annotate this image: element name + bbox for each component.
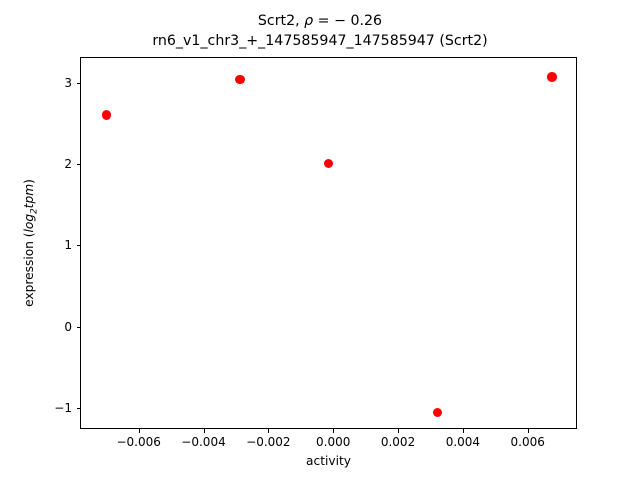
x-tick-label: 0.004 bbox=[445, 435, 481, 449]
x-tick-label: −0.004 bbox=[181, 435, 226, 449]
y-tick-label: 2 bbox=[64, 157, 72, 172]
data-point bbox=[235, 74, 245, 85]
y-tick-mark bbox=[76, 164, 80, 166]
data-point bbox=[101, 110, 112, 120]
x-tick-label: 0.006 bbox=[510, 435, 545, 449]
x-tick-mark bbox=[462, 429, 464, 433]
y-tick-mark bbox=[76, 245, 80, 247]
chart-title-line-1: Scrt2, ρ = − 0.26 bbox=[257, 13, 383, 29]
x-tick-label: 0.002 bbox=[380, 435, 416, 449]
x-tick-label: −0.006 bbox=[116, 435, 161, 449]
y-tick-mark bbox=[76, 407, 80, 409]
data-points-layer bbox=[81, 58, 576, 428]
x-tick-label: −0.002 bbox=[246, 435, 291, 449]
x-tick-mark bbox=[268, 429, 270, 433]
x-tick-mark bbox=[527, 429, 529, 433]
data-point bbox=[323, 158, 334, 169]
y-tick-label: 1 bbox=[64, 238, 72, 253]
chart-title-line-2: rn6_v1_chr3_+_147585947_147585947 (Scrt2… bbox=[152, 33, 488, 49]
x-tick-label: 0.000 bbox=[316, 435, 351, 449]
y-tick-mark bbox=[76, 83, 80, 85]
plot-area bbox=[80, 57, 577, 429]
data-point bbox=[547, 72, 557, 82]
x-tick-mark bbox=[333, 429, 335, 433]
chart-title: Scrt2, ρ = − 0.26 rn6_v1_chr3_+_14758594… bbox=[0, 11, 640, 51]
x-tick-mark bbox=[203, 429, 205, 433]
y-tick-label: 0 bbox=[64, 319, 72, 334]
y-tick-label: −1 bbox=[54, 400, 72, 415]
x-axis-label: activity bbox=[306, 454, 351, 468]
x-tick-mark bbox=[398, 429, 400, 433]
y-axis-label: expression (log2tpm) bbox=[22, 179, 40, 307]
y-tick-label: 3 bbox=[64, 76, 72, 91]
data-point bbox=[432, 407, 443, 418]
y-tick-mark bbox=[76, 326, 80, 328]
x-tick-mark bbox=[138, 429, 140, 433]
